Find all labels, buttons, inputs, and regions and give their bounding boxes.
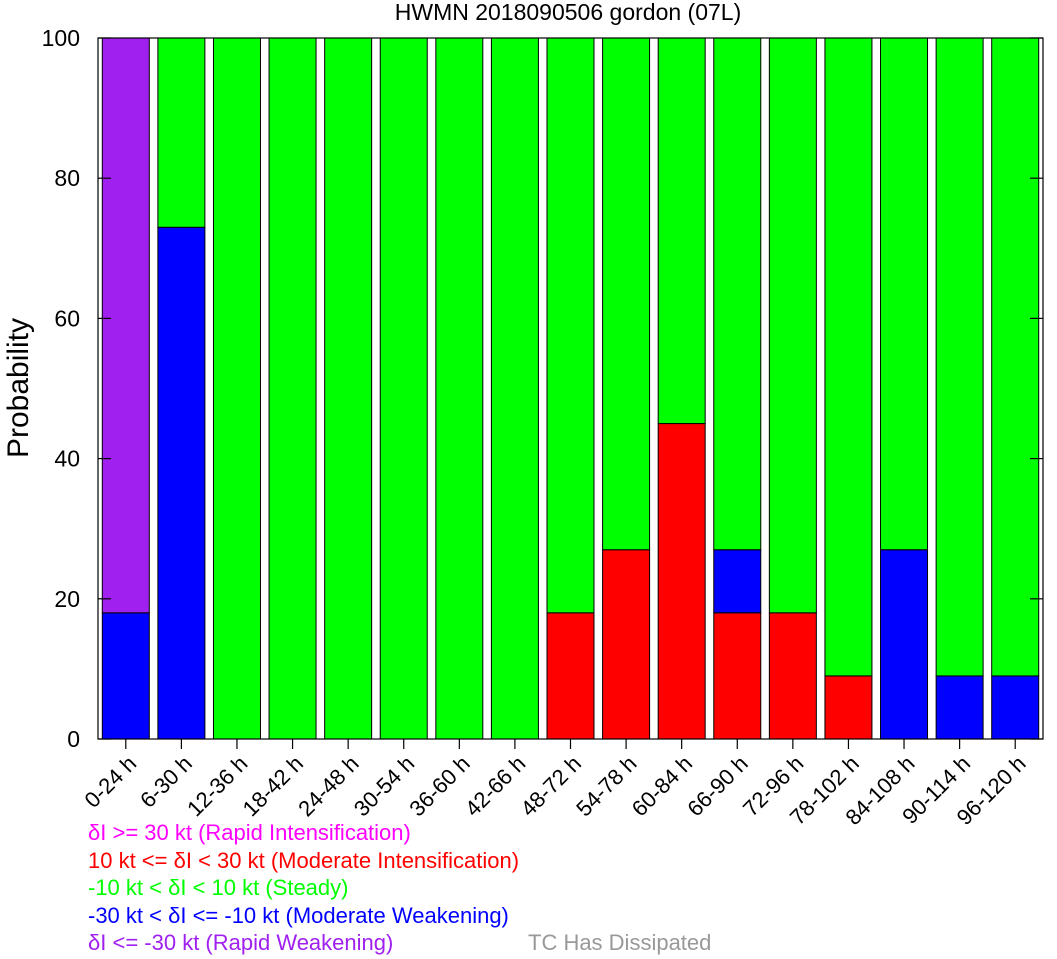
legend-item: 10 kt <= δI < 30 kt (Moderate Intensific… [88,847,520,873]
bar-steady [490,37,539,740]
bar-moderate-weakening [880,549,929,740]
y-tick-label: 60 [54,305,80,331]
bar-moderate-weakening [991,675,1040,740]
chart-title: HWMN 2018090506 gordon (07L) [395,0,741,25]
x-tick-label: 0-24 h [80,751,142,813]
y-tick-label: 40 [54,446,80,472]
x-tick-label: 54-78 h [571,751,641,821]
legend-item: δI >= 30 kt (Rapid Intensification) [88,820,411,845]
x-tick-label: 36-60 h [404,751,474,821]
y-axis-label: Probability [2,318,35,458]
bar-moderate-weakening [157,226,206,740]
bar-moderate-intensification [602,549,651,740]
bar-steady [768,37,817,614]
x-tick-label: 12-36 h [182,751,252,821]
x-tick-label: 42-66 h [460,751,530,821]
legend-item: -30 kt < δI <= -10 kt (Moderate Weakenin… [88,902,509,928]
x-tick-label: 18-42 h [238,751,308,821]
x-ticks-group: 0-24 h6-30 h12-36 h18-42 h24-48 h30-54 h… [80,739,1031,830]
bar-rapid-weakening [101,37,150,614]
bar-moderate-intensification [546,612,595,740]
bar-steady [212,37,261,740]
bar-steady [991,37,1040,677]
y-tick-label: 0 [67,726,80,752]
bar-steady [157,37,206,228]
y-ticks-group: 0 20 40 60 80 100 [42,25,1043,752]
bar-steady [824,37,873,677]
x-tick-label: 48-72 h [516,751,586,821]
bar-moderate-weakening [935,675,984,740]
x-tick-label: 24-48 h [293,751,363,821]
bar-moderate-intensification [768,612,817,740]
bar-steady [657,37,706,425]
bar-moderate-weakening [101,612,150,740]
bar-steady [546,37,595,614]
bar-steady [602,37,651,551]
bar-moderate-intensification [713,612,762,740]
x-tick-label: 30-54 h [349,751,419,821]
y-tick-label: 80 [54,165,80,191]
bar-steady [713,37,762,551]
bar-steady [935,37,984,677]
bar-steady [268,37,317,740]
bar-steady [435,37,484,740]
bar-steady [880,37,929,551]
bar-steady [379,37,428,740]
x-tick-label: 60-84 h [627,751,697,821]
bar-moderate-intensification [657,423,706,740]
y-tick-label: 20 [54,586,80,612]
dissipated-note: TC Has Dissipated [528,930,712,955]
x-tick-label: 66-90 h [682,751,752,821]
y-tick-label: 100 [42,25,80,51]
bar-moderate-weakening [713,549,762,614]
bars-group [101,37,1040,740]
legend-item: δI <= -30 kt (Rapid Weakening) [88,930,394,955]
bar-moderate-intensification [824,675,873,740]
legend-item: -10 kt < δI < 10 kt (Steady) [88,875,349,900]
bar-steady [324,37,373,740]
